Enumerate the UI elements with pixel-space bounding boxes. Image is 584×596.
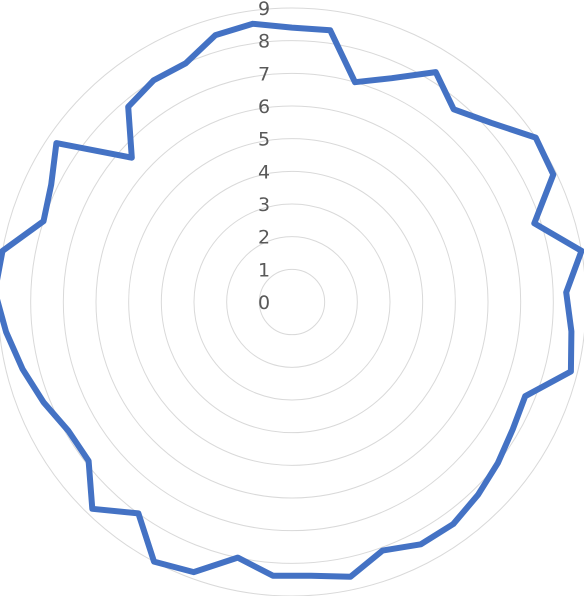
series-line-1: [0, 20, 584, 580]
tick-label: 7: [258, 63, 270, 85]
gridline-ring-1: [258, 268, 326, 336]
gridline-ring-4: [160, 170, 424, 434]
gridline-ring-8: [30, 40, 554, 564]
tick-label: 8: [258, 31, 270, 53]
gridline-ring-3: [193, 203, 391, 401]
tick-label: 4: [258, 161, 270, 183]
gridline-ring-5: [128, 138, 456, 466]
tick-label: 1: [258, 259, 270, 281]
tick-label: 5: [258, 129, 270, 151]
gridline-ring-2: [226, 236, 358, 368]
radial-gridlines: [0, 7, 584, 596]
tick-label: 6: [258, 96, 270, 118]
gridline-ring-7: [62, 72, 522, 532]
gridline-ring-6: [95, 105, 489, 499]
tick-label: 0: [258, 292, 270, 314]
tick-label: 9: [258, 0, 270, 20]
tick-label: 3: [258, 194, 270, 216]
tick-label: 2: [258, 227, 270, 249]
gridline-ring-9: [0, 7, 584, 596]
series-layer: [0, 20, 584, 580]
radial-tick-labels: 0 1 2 3 4 5 6 7 8 9: [258, 0, 270, 314]
